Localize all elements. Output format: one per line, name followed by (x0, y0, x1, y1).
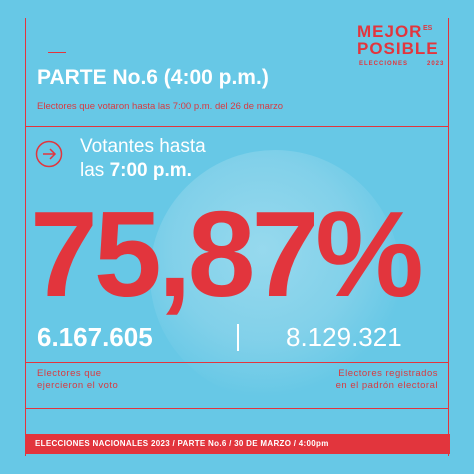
voters-label-line2: ejercieron el voto (37, 380, 119, 391)
voters-label: Electores que ejercieron el voto (37, 368, 118, 392)
frame-right-line (448, 18, 449, 456)
counts-separator (237, 324, 239, 351)
votantes-time: 7:00 p.m. (109, 160, 192, 181)
voters-label-line1: Electores que (37, 368, 102, 379)
registered-label-line1: Electores registrados (338, 368, 438, 379)
labels-divider (25, 408, 449, 409)
header-divider (25, 126, 449, 127)
voters-count: 6.167.605 (37, 322, 153, 352)
brand-line2: POSIBLE (357, 39, 439, 58)
frame-top-tick (48, 52, 66, 53)
footer-bar: ELECCIONES NACIONALES 2023 / PARTE No.6 … (25, 434, 450, 454)
brand-year: 2023 (427, 61, 445, 67)
votantes-line1: Votantes hasta (80, 136, 206, 157)
page-subtitle: Electores que votaron hasta las 7:00 p.m… (37, 101, 284, 112)
frame-left-line (25, 18, 26, 456)
participation-percentage: 75,87% (30, 186, 424, 322)
registered-label: Electores registrados en el padrón elect… (286, 368, 438, 392)
background-photo (150, 150, 400, 400)
registered-count: 8.129.321 (286, 322, 402, 352)
brand-superscript: ES (423, 25, 433, 32)
page-title: PARTE No.6 (4:00 p.m.) (37, 66, 269, 89)
brand-line1: MEJOR (357, 22, 423, 41)
votantes-line2: las 7:00 p.m. (80, 160, 192, 182)
counts-divider (25, 362, 449, 363)
brand-logo: MEJOR ES POSIBLE ELECCIONES 2023 (357, 22, 447, 67)
arrow-right-circle-icon (35, 140, 63, 168)
votantes-prefix: las (80, 160, 110, 181)
registered-label-line2: en el padrón electoral (335, 380, 438, 391)
brand-elecciones: ELECCIONES (359, 61, 409, 67)
